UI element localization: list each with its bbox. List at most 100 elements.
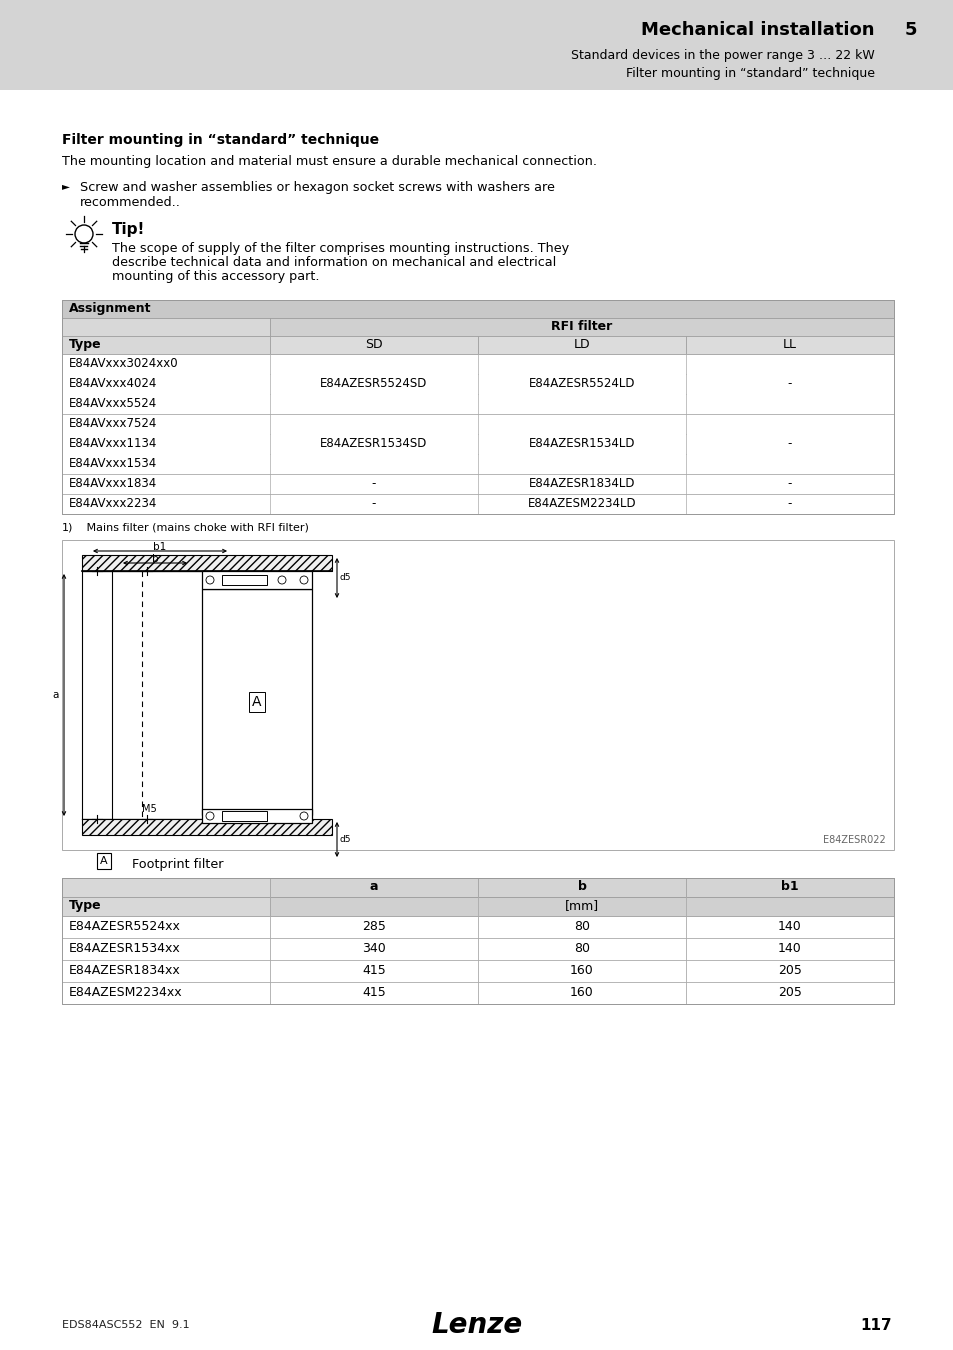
Text: RFI filter: RFI filter	[551, 320, 612, 333]
Text: b1: b1	[781, 880, 798, 892]
Text: b1: b1	[153, 541, 167, 552]
Text: d5: d5	[339, 836, 351, 844]
Bar	[270, 394, 477, 414]
Text: Type: Type	[69, 899, 102, 913]
Bar	[685, 878, 893, 896]
Text: Assignment: Assignment	[69, 302, 152, 315]
Bar	[477, 454, 685, 474]
Bar	[82, 555, 332, 571]
Bar	[685, 374, 893, 394]
Text: -: -	[372, 497, 375, 510]
Text: A: A	[252, 695, 261, 709]
Text: a: a	[370, 880, 377, 892]
Bar	[270, 354, 477, 374]
Bar	[62, 394, 270, 414]
Text: E84AVxxx1834: E84AVxxx1834	[69, 477, 157, 490]
Text: E84ZESR022: E84ZESR022	[822, 836, 885, 845]
Bar	[222, 811, 267, 821]
Bar	[685, 394, 893, 414]
Bar	[270, 474, 477, 494]
Bar	[62, 354, 270, 374]
Text: E84AZESR5524xx: E84AZESR5524xx	[69, 921, 181, 933]
Bar	[62, 300, 893, 514]
Bar	[82, 819, 332, 836]
Bar	[62, 474, 270, 494]
Text: Mechanical installation: Mechanical installation	[640, 22, 874, 39]
Text: 205: 205	[778, 964, 801, 977]
Bar	[685, 494, 893, 514]
Bar	[270, 433, 477, 454]
Bar	[685, 414, 893, 433]
Text: Footprint filter: Footprint filter	[132, 859, 223, 871]
Text: Tip!: Tip!	[112, 221, 145, 238]
Text: 415: 415	[362, 987, 385, 999]
Bar	[62, 494, 270, 514]
Bar	[477, 414, 685, 433]
Text: 140: 140	[778, 942, 801, 956]
Bar	[270, 336, 477, 354]
Bar	[202, 809, 312, 824]
Bar	[62, 433, 270, 454]
Text: 415: 415	[362, 964, 385, 977]
Text: E84AVxxx1134: E84AVxxx1134	[69, 437, 157, 450]
Bar	[685, 454, 893, 474]
Text: E84AZESR1834xx: E84AZESR1834xx	[69, 964, 180, 977]
Text: Screw and washer assemblies or hexagon socket screws with washers are: Screw and washer assemblies or hexagon s…	[80, 181, 555, 194]
Text: 160: 160	[570, 987, 594, 999]
Text: describe technical data and information on mechanical and electrical: describe technical data and information …	[112, 256, 556, 269]
Text: d5: d5	[339, 574, 351, 582]
Text: 205: 205	[778, 987, 801, 999]
Text: -: -	[787, 437, 791, 450]
Bar	[477, 374, 685, 394]
Text: 340: 340	[362, 942, 385, 956]
Bar	[477, 354, 685, 374]
Text: E84AZESR5524SD: E84AZESR5524SD	[320, 377, 427, 390]
Text: E84AVxxx5524: E84AVxxx5524	[69, 397, 157, 410]
Text: E84AZESM2234xx: E84AZESM2234xx	[69, 987, 182, 999]
Text: E84AVxxx2234: E84AVxxx2234	[69, 497, 157, 510]
Text: 140: 140	[778, 921, 801, 933]
Bar	[62, 878, 893, 1004]
Bar	[477, 433, 685, 454]
Text: E84AZESR5524LD: E84AZESR5524LD	[528, 377, 635, 390]
Bar	[685, 474, 893, 494]
Bar	[62, 300, 893, 319]
Text: The mounting location and material must ensure a durable mechanical connection.: The mounting location and material must …	[62, 155, 597, 167]
Bar	[62, 336, 270, 354]
Text: E84AZESR1834LD: E84AZESR1834LD	[528, 477, 635, 490]
Bar	[270, 454, 477, 474]
Text: The scope of supply of the filter comprises mounting instructions. They: The scope of supply of the filter compri…	[112, 242, 569, 255]
Text: [mm]: [mm]	[564, 899, 598, 913]
Bar	[685, 354, 893, 374]
Bar	[477, 878, 685, 896]
Bar	[477, 494, 685, 514]
Text: SD: SD	[365, 338, 382, 351]
Bar	[270, 896, 893, 917]
Text: Standard devices in the power range 3 … 22 kW: Standard devices in the power range 3 … …	[571, 49, 874, 62]
Bar	[477, 474, 685, 494]
Text: Lenze: Lenze	[431, 1311, 522, 1339]
Text: 80: 80	[574, 921, 589, 933]
Bar	[62, 540, 893, 850]
Bar	[477, 336, 685, 354]
Text: Type: Type	[69, 338, 102, 351]
Bar	[62, 319, 270, 336]
Text: E84AVxxx7524: E84AVxxx7524	[69, 417, 157, 431]
Text: E84AVxxx3024xx0: E84AVxxx3024xx0	[69, 356, 178, 370]
Text: b: b	[577, 880, 586, 892]
Bar	[685, 433, 893, 454]
Bar	[685, 336, 893, 354]
Text: EDS84ASC552  EN  9.1: EDS84ASC552 EN 9.1	[62, 1320, 190, 1330]
Text: E84AZESR1534xx: E84AZESR1534xx	[69, 942, 180, 956]
Text: 5: 5	[904, 22, 917, 39]
Bar	[62, 414, 270, 433]
Text: mounting of this accessory part.: mounting of this accessory part.	[112, 270, 319, 284]
Text: Filter mounting in “standard” technique: Filter mounting in “standard” technique	[62, 134, 378, 147]
Text: E84AVxxx4024: E84AVxxx4024	[69, 377, 157, 390]
Bar	[202, 571, 312, 589]
Text: Mains filter (mains choke with RFI filter): Mains filter (mains choke with RFI filte…	[76, 522, 309, 532]
Text: LL: LL	[782, 338, 796, 351]
Bar	[270, 878, 477, 896]
Text: -: -	[787, 497, 791, 510]
Text: -: -	[787, 477, 791, 490]
